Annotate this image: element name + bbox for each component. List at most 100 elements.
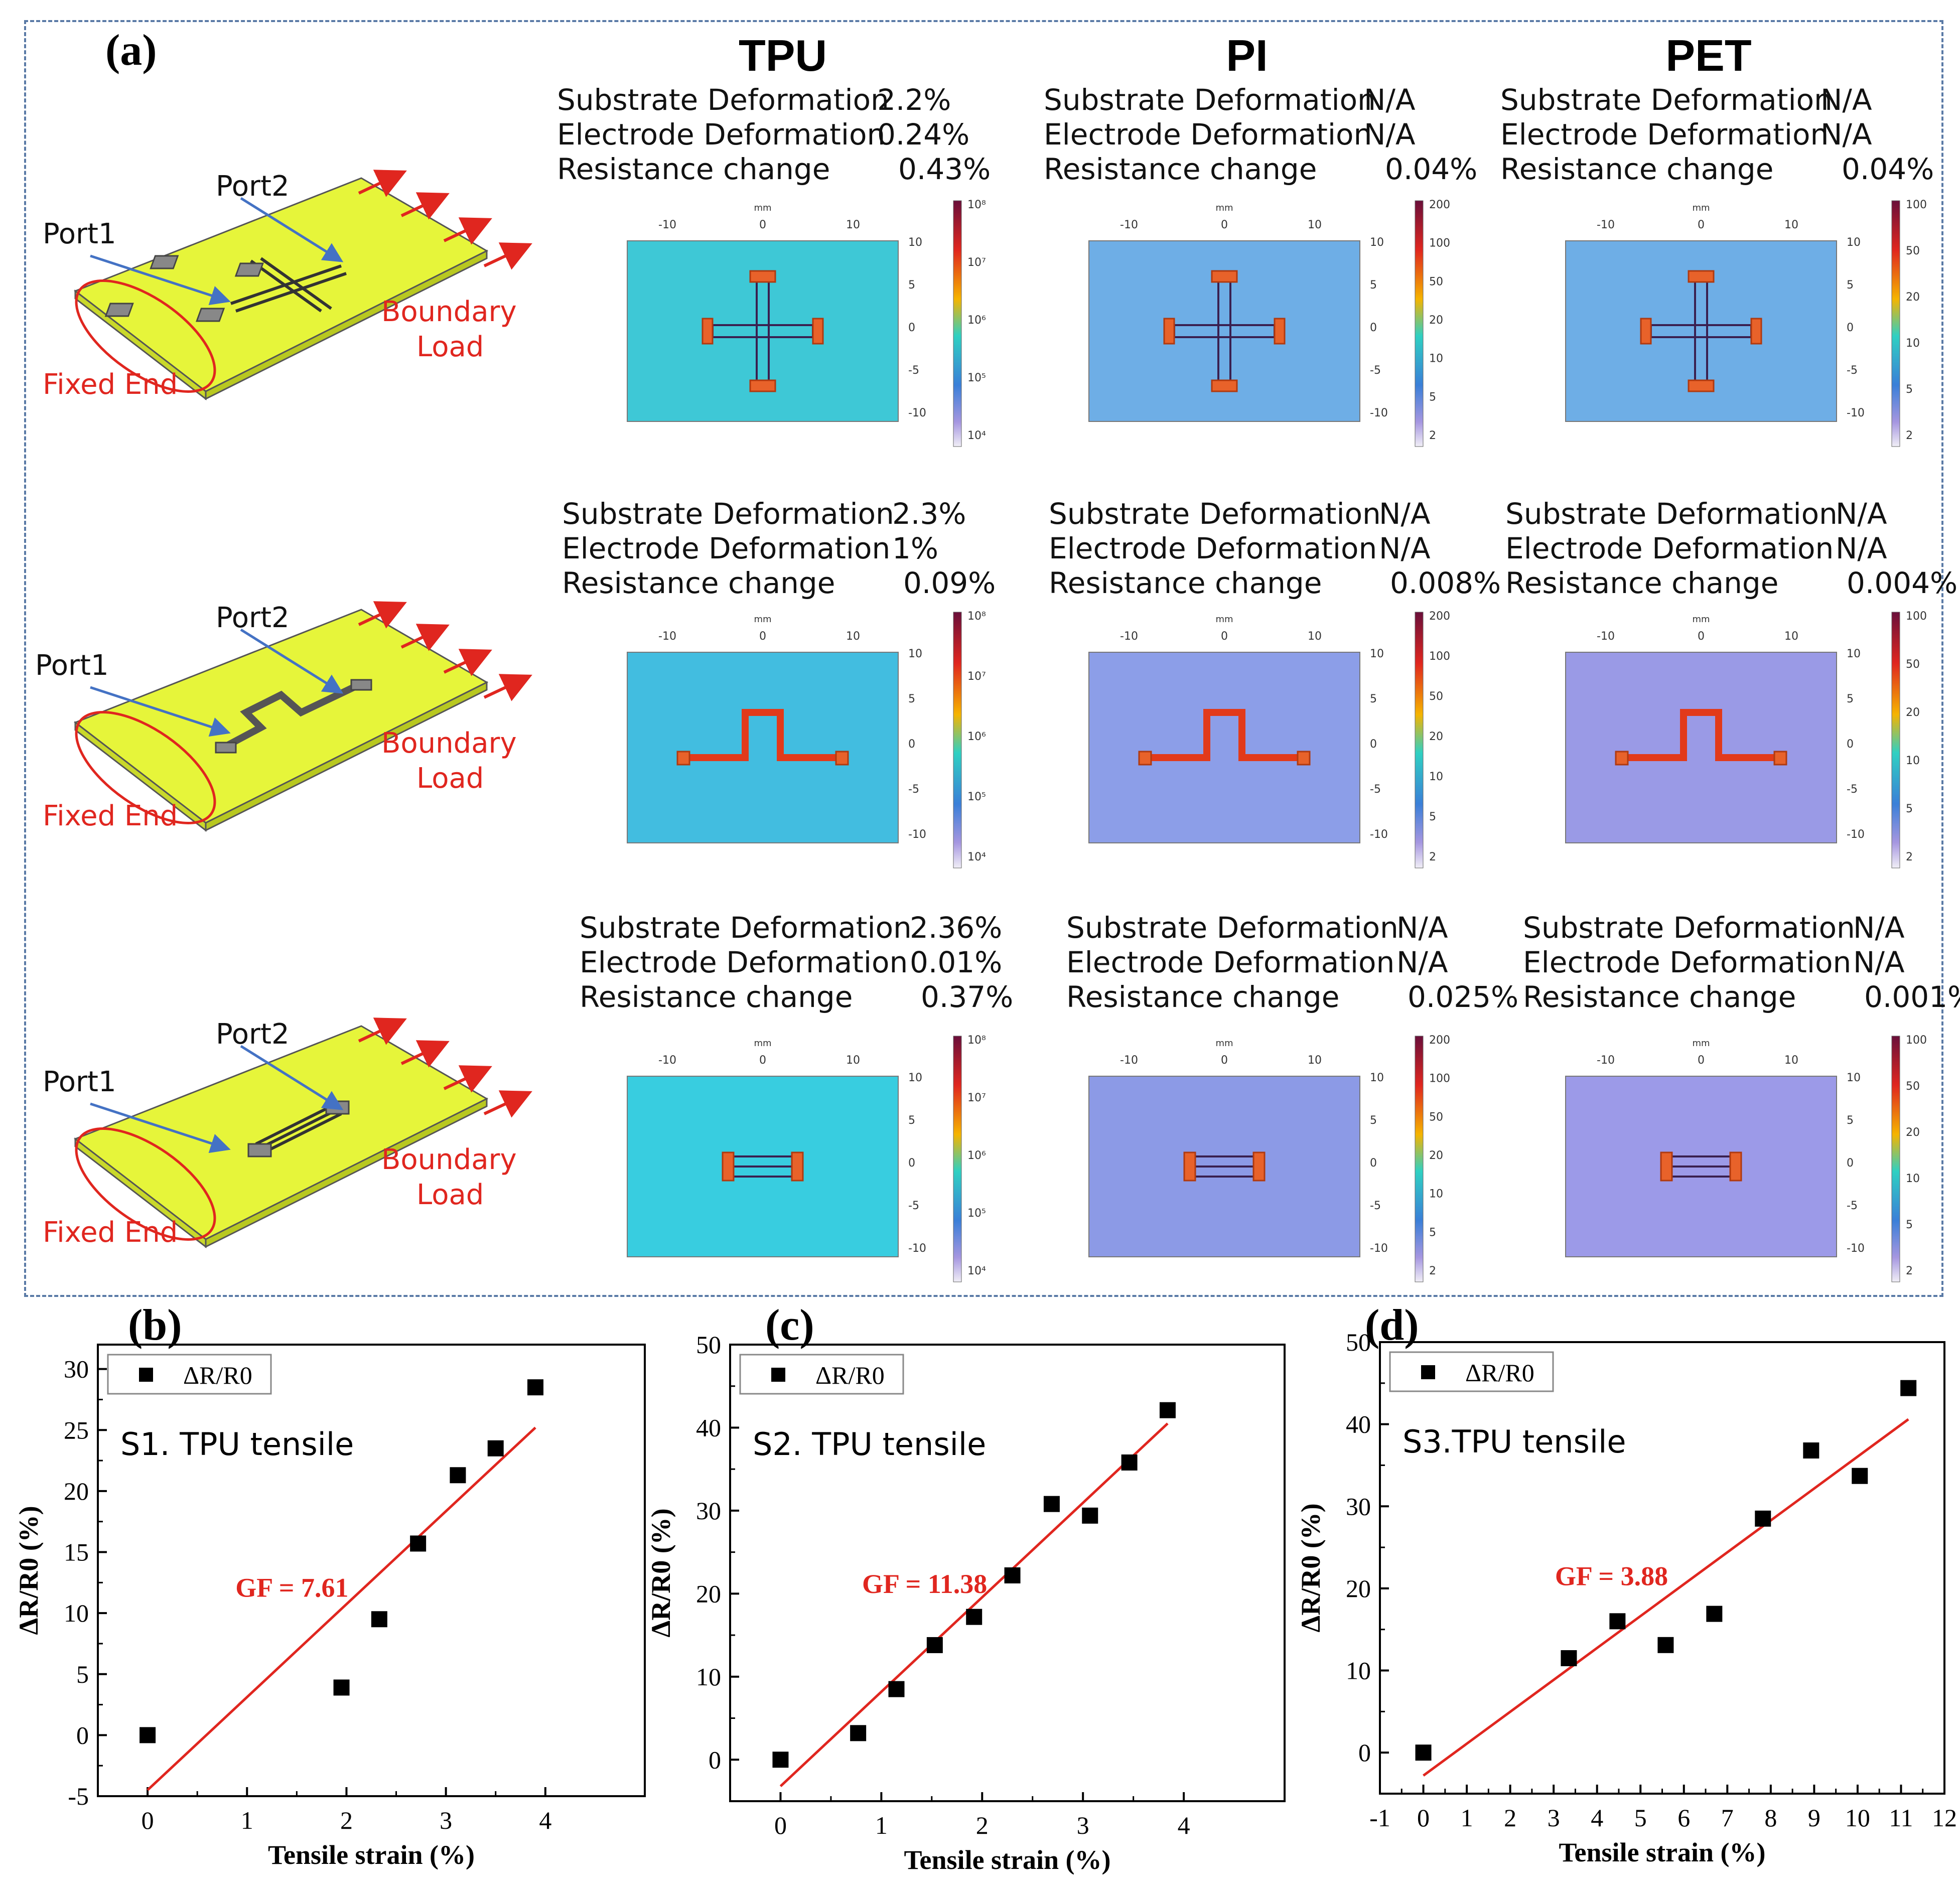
stats-value-resistance: 0.008%	[1390, 566, 1501, 600]
sim-electrode	[1149, 709, 1300, 761]
sim-pad	[1615, 751, 1629, 766]
stats-value-resistance: 0.004%	[1847, 566, 1958, 600]
colorbar	[1415, 612, 1424, 868]
chart-title: S1. TPU tensile	[120, 1426, 354, 1463]
electrode-pad	[247, 1143, 272, 1157]
stats-label-electrode: Electrode Deformation	[557, 117, 886, 152]
x-tick-label: 3	[440, 1806, 452, 1834]
stats-value-resistance: 0.09%	[903, 566, 996, 600]
sim-pad	[1211, 270, 1238, 283]
stats-line-resistance: Resistance change 0.04%	[1044, 152, 1477, 187]
colorbar-tick: 10⁸	[967, 610, 986, 623]
colorbar	[953, 612, 962, 868]
sim-y-tick: -5	[1847, 364, 1858, 377]
sim-x-tick: -10	[1120, 219, 1138, 231]
sim-pad	[1688, 270, 1715, 283]
sim-pad	[1640, 318, 1652, 345]
sim-substrate	[1565, 652, 1837, 843]
sim-pad	[1163, 318, 1175, 345]
colorbar-tick: 2	[1429, 1265, 1436, 1277]
stats-value-electrode: 1%	[892, 531, 939, 565]
x-tick-label: 9	[1808, 1804, 1821, 1832]
sim-x-tick: 0	[1698, 1054, 1705, 1067]
data-point	[888, 1681, 905, 1697]
legend-marker	[1421, 1365, 1435, 1379]
stats-block-r1-tpu: Substrate Deformation 2.2% Electrode Defor…	[557, 83, 991, 187]
sim-y-tick: 5	[1370, 279, 1377, 292]
stats-label-substrate: Substrate Deformation	[1523, 911, 1855, 945]
load-arrow	[443, 649, 492, 676]
colorbar-tick: 10	[1906, 1173, 1920, 1185]
x-tick-label: 6	[1677, 1804, 1690, 1832]
port2-arrow	[240, 197, 344, 262]
sim-y-tick: 10	[1370, 648, 1384, 660]
colorbar-tick: 20	[1906, 1126, 1920, 1139]
colorbar-tick: 50	[1429, 275, 1443, 288]
panel-a-label: (a)	[105, 26, 157, 75]
sim-y-tick: 10	[1370, 1072, 1384, 1084]
data-point	[850, 1725, 867, 1741]
data-point	[527, 1379, 543, 1396]
sim-pad	[1729, 1151, 1742, 1182]
sim-y-tick: 0	[1847, 738, 1854, 751]
stats-block-r2-pet: Substrate Deformation N/A Electrode Deform…	[1505, 497, 1957, 601]
colorbar-tick: 10⁵	[967, 372, 986, 384]
stats-label-electrode: Electrode Deformation	[1500, 117, 1829, 152]
colorbar	[1415, 200, 1424, 447]
x-tick-label: 5	[1634, 1804, 1647, 1832]
stats-value-substrate: N/A	[1821, 83, 1872, 117]
colorbar-tick: 5	[1429, 1226, 1436, 1239]
sim-pad	[1183, 1151, 1196, 1182]
sim-unit-label: mm	[754, 1038, 771, 1049]
stats-value-electrode: 0.01%	[910, 945, 1003, 979]
stats-line-substrate: Substrate Deformation 2.2%	[557, 83, 991, 117]
colorbar-tick: 200	[1429, 610, 1450, 623]
colorbar-tick: 10⁶	[967, 314, 986, 327]
sim-pad	[1750, 318, 1762, 345]
port2-label: Port2	[216, 170, 290, 203]
sim-unit-label: mm	[1215, 614, 1233, 625]
x-tick-label: 3	[1548, 1804, 1560, 1832]
stats-value-electrode: N/A	[1853, 945, 1905, 979]
colorbar-tick: 2	[1906, 429, 1913, 442]
y-tick-label: 30	[1346, 1492, 1371, 1520]
sim-pad	[791, 1151, 804, 1182]
colorbar-tick: 10	[1429, 771, 1443, 783]
load-arrow	[443, 217, 492, 245]
legend-label: ΔR/R0	[815, 1361, 885, 1389]
y-tick-label: 30	[696, 1497, 721, 1525]
electrode-pad	[104, 303, 134, 317]
stats-value-electrode: N/A	[1821, 117, 1872, 152]
colorbar	[1415, 1036, 1424, 1282]
data-point	[1657, 1637, 1674, 1653]
electrode-pad	[215, 742, 237, 754]
colorbar-tick: 100	[1429, 237, 1450, 250]
colorbar-tick: 2	[1429, 429, 1436, 442]
sim-x-tick: 10	[1784, 1054, 1798, 1067]
sim-y-tick: 5	[908, 1114, 915, 1127]
stats-label-resistance: Resistance change	[1066, 980, 1340, 1014]
colorbar-tick: 100	[1906, 1034, 1927, 1047]
stats-line-electrode: Electrode Deformation N/A	[1044, 117, 1477, 152]
y-tick-label: 10	[696, 1663, 721, 1691]
colorbar-tick: 10⁷	[967, 670, 986, 683]
sim-pad	[722, 1151, 735, 1182]
x-tick-label: 8	[1764, 1804, 1777, 1832]
colorbar-tick: 10⁷	[967, 256, 986, 269]
data-point	[966, 1609, 983, 1625]
colorbar	[953, 1036, 962, 1282]
stats-label-electrode: Electrode Deformation	[1066, 945, 1395, 979]
sim-y-tick: 5	[1847, 1114, 1854, 1127]
sim-y-tick: -5	[1847, 1200, 1858, 1212]
sim-y-tick: 5	[1370, 693, 1377, 705]
load-arrow	[400, 1040, 450, 1068]
sim-y-tick: 10	[1847, 1072, 1861, 1084]
electrode-line	[257, 1107, 340, 1150]
load-arrow	[358, 1017, 407, 1045]
legend-box	[739, 1354, 904, 1395]
gf-label: GF = 11.38	[862, 1569, 987, 1599]
electrode-pad	[234, 262, 264, 277]
colorbar	[1891, 612, 1900, 868]
